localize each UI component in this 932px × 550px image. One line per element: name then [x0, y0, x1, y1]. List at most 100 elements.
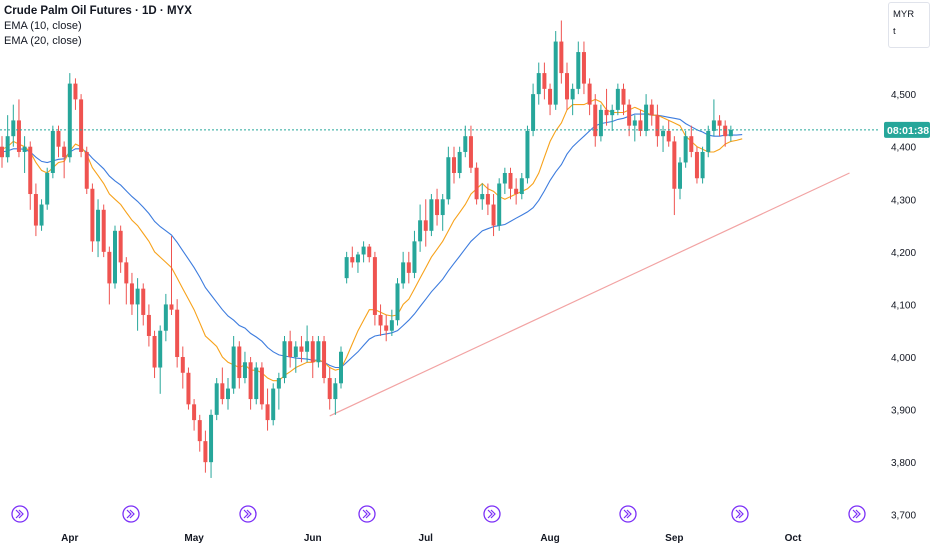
candle-body [56, 130, 61, 147]
candle-body [632, 120, 637, 126]
candle-body [203, 441, 208, 463]
event-icon-arrow [735, 509, 744, 519]
currency-label: MYR [893, 9, 915, 20]
event-markers [11, 505, 866, 523]
candle-body [655, 115, 660, 137]
candle-body [62, 146, 67, 158]
candle-body [282, 341, 287, 379]
candle-body [418, 220, 423, 242]
candle-body [350, 257, 355, 263]
candle-body [344, 257, 349, 279]
candle-body [169, 304, 174, 310]
candle-body [576, 52, 581, 89]
candle-body [508, 172, 513, 189]
candle-body [446, 157, 451, 200]
candle-body [683, 136, 688, 163]
candle-body [333, 383, 338, 400]
candle-body [288, 341, 293, 358]
y-tick-label: 4,100 [891, 300, 916, 311]
arrow-circle-icon [122, 505, 140, 523]
ema-lines [1, 98, 743, 382]
candle-body [587, 83, 592, 105]
x-tick-label: Jul [419, 533, 434, 544]
candle-body [378, 314, 383, 326]
chart-legend: Crude Palm Oil Futures · 1D · MYX EMA (1… [4, 4, 192, 49]
candle-body [107, 251, 112, 284]
trendline[interactable] [329, 172, 850, 417]
symbol-title[interactable]: Crude Palm Oil Futures · 1D · MYX [4, 5, 192, 17]
candle-body [152, 335, 157, 368]
candle-body [638, 120, 643, 131]
candle-body [491, 204, 496, 226]
candle-body [96, 209, 101, 242]
y-tick-label: 3,700 [891, 511, 916, 522]
arrow-circle-icon [358, 505, 376, 523]
event-icon-arrow [487, 509, 496, 519]
candle-body [39, 204, 44, 226]
x-tick-label: Jun [304, 533, 322, 544]
candle-body [711, 120, 716, 131]
candle-body [593, 104, 598, 137]
y-axis: 3,700 3,800 3,900 4,000 4,100 4,200 4,300 4,400… [891, 38, 916, 522]
candle-body [514, 188, 519, 195]
candle-body [474, 167, 479, 200]
unit-label: t [893, 26, 896, 37]
candle-body [180, 357, 185, 373]
candle-body [135, 288, 140, 305]
candle-body [412, 241, 417, 273]
candle-body [73, 83, 78, 100]
candle-body [604, 109, 609, 116]
candle-body [581, 52, 586, 84]
candle-body [542, 73, 547, 89]
candle-body [678, 162, 682, 189]
candle-body [457, 151, 462, 173]
candle-body [519, 178, 524, 195]
candle-body [367, 246, 372, 258]
candle-body [389, 320, 394, 331]
candle-body [129, 283, 134, 305]
candle-body [316, 341, 321, 363]
candle-body [468, 136, 473, 168]
currency-unit-box[interactable]: MYR t [888, 2, 930, 48]
arrow-circle-icon [11, 505, 29, 523]
x-axis: Apr May Jun Jul Aug Sep Oct [61, 533, 802, 544]
candle-body [101, 209, 106, 252]
candle-body [559, 41, 564, 74]
ema20-legend[interactable]: EMA (20, close) [4, 35, 82, 47]
candle-body [463, 136, 468, 152]
arrow-circle-icon [483, 505, 501, 523]
candle-body [84, 151, 89, 189]
candle-body [293, 346, 298, 358]
x-tick-label: Apr [61, 533, 78, 544]
x-tick-label: Oct [785, 533, 802, 544]
candle-body [305, 341, 310, 352]
candle-body [435, 199, 440, 216]
candle-body [33, 194, 38, 226]
candle-body [209, 414, 214, 463]
candle-body [706, 130, 711, 152]
event-icon-arrow [623, 509, 632, 519]
candle-body [717, 120, 722, 126]
event-icon-arrow [852, 509, 861, 519]
candle-body [113, 230, 117, 284]
candle-body [531, 94, 536, 131]
candle-body [45, 172, 50, 205]
candle-body [355, 254, 360, 263]
candle-body [395, 283, 400, 321]
candle-body [615, 88, 620, 110]
candle-body [276, 378, 281, 389]
candle-body [694, 151, 699, 179]
candlesticks [0, 20, 733, 478]
candle-body [90, 188, 95, 242]
candle-body [644, 104, 649, 131]
candle-body [406, 262, 411, 273]
ema10-legend[interactable]: EMA (10, close) [4, 20, 82, 32]
candle-body [231, 346, 236, 389]
y-tick-label: 4,300 [891, 195, 916, 206]
candle-body [186, 372, 191, 405]
candle-body [480, 194, 485, 200]
y-tick-label: 4,200 [891, 248, 916, 259]
candle-body [361, 246, 366, 255]
candle-body [548, 88, 553, 105]
